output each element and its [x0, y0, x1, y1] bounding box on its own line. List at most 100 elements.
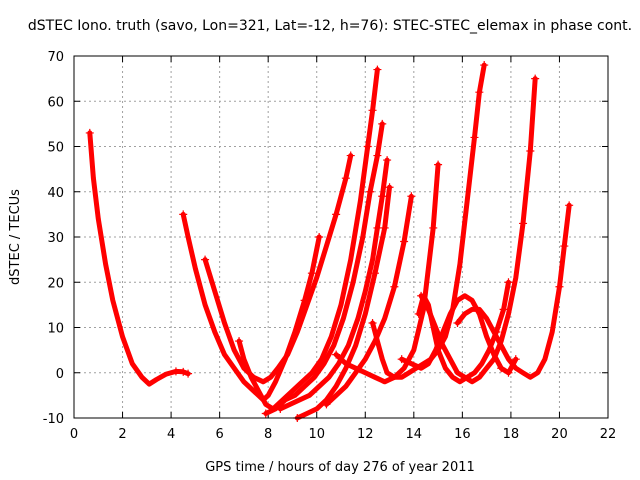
series-1 — [85, 128, 193, 387]
data-point-marker — [531, 74, 540, 83]
data-point-marker — [171, 367, 180, 376]
data-point-marker — [453, 318, 462, 327]
data-point-marker — [276, 404, 285, 413]
series-4 — [235, 65, 382, 412]
data-point-marker — [179, 210, 188, 219]
data-point-marker — [363, 142, 372, 151]
series-13 — [417, 74, 540, 385]
data-point-marker — [235, 337, 244, 346]
data-point-marker — [373, 151, 382, 160]
series-6 — [276, 156, 392, 413]
series-line — [323, 193, 414, 407]
data-point-marker — [366, 187, 375, 196]
data-series — [85, 61, 574, 422]
x-tick-label: 12 — [357, 427, 374, 442]
data-point-marker — [511, 355, 520, 364]
series-line — [455, 202, 572, 380]
data-point-marker — [201, 255, 210, 264]
data-point-marker — [526, 147, 535, 156]
data-point-marker — [368, 106, 377, 115]
x-tick-label: 8 — [264, 427, 272, 442]
series-14 — [453, 201, 574, 380]
data-point-marker — [383, 156, 392, 165]
series-line — [180, 211, 322, 403]
x-tick-label: 20 — [551, 427, 568, 442]
y-tick-label: 40 — [47, 186, 64, 201]
series-line — [399, 293, 519, 376]
data-point-marker — [560, 242, 569, 251]
data-point-marker — [504, 368, 513, 377]
plot-frame — [73, 55, 609, 419]
y-tick-label: -10 — [43, 412, 64, 427]
x-tick-label: 18 — [503, 427, 520, 442]
data-point-marker — [565, 201, 574, 210]
data-point-marker — [341, 174, 350, 183]
x-tick-label: 0 — [70, 427, 78, 442]
y-tick-label: 60 — [47, 95, 64, 110]
x-tick-label: 2 — [118, 427, 126, 442]
data-point-marker — [322, 400, 331, 409]
data-point-marker — [184, 369, 193, 378]
data-point-marker — [261, 409, 270, 418]
data-point-marker — [332, 210, 341, 219]
data-point-marker — [380, 223, 389, 232]
data-point-marker — [370, 269, 379, 278]
series-2 — [179, 210, 324, 403]
data-point-marker — [373, 65, 382, 74]
data-point-marker — [504, 278, 513, 287]
series-3 — [201, 151, 355, 385]
data-point-marker — [346, 151, 355, 160]
series-8 — [322, 192, 416, 409]
data-point-marker — [480, 61, 489, 70]
series-line — [202, 153, 354, 385]
data-point-marker — [385, 183, 394, 192]
x-tick-label: 16 — [454, 427, 471, 442]
x-tick-label: 22 — [600, 427, 617, 442]
chart-title: dSTEC Iono. truth (savo, Lon=321, Lat=-1… — [28, 18, 632, 34]
data-point-marker — [429, 223, 438, 232]
data-point-marker — [373, 223, 382, 232]
x-tick-label: 4 — [167, 427, 175, 442]
x-tick-label: 6 — [215, 427, 223, 442]
data-point-marker — [315, 233, 324, 241]
data-point-marker — [499, 305, 508, 314]
data-point-marker — [368, 318, 377, 327]
series-line — [263, 121, 385, 416]
data-point-marker — [378, 192, 387, 201]
data-point-marker — [470, 133, 479, 142]
y-axis-label: dSTEC / TECUs — [8, 189, 23, 285]
series-11 — [397, 293, 520, 377]
y-tick-label: 0 — [56, 367, 64, 382]
data-point-marker — [397, 355, 406, 364]
series-line — [236, 67, 380, 412]
y-tick-label: 70 — [47, 50, 64, 65]
data-point-marker — [414, 309, 423, 318]
series-line — [294, 184, 392, 421]
data-point-marker — [390, 282, 399, 291]
data-point-marker — [179, 367, 188, 376]
data-point-marker — [332, 350, 341, 359]
series-line — [277, 157, 390, 412]
x-tick-label: 14 — [406, 427, 423, 442]
data-point-marker — [434, 160, 443, 169]
series-5 — [261, 119, 387, 418]
y-tick-label: 50 — [47, 141, 64, 156]
axis-ticks: 0 2 4 6 8 10 12 14 16 18 20 22 -10 0 10 20 30 40 50 60 70 — [43, 50, 617, 442]
y-tick-label: 10 — [47, 322, 64, 337]
data-point-marker — [519, 219, 528, 228]
y-tick-label: 30 — [47, 231, 64, 246]
data-point-marker — [497, 364, 506, 373]
data-point-marker — [400, 237, 409, 246]
data-point-marker — [417, 291, 426, 300]
y-tick-label: 20 — [47, 276, 64, 291]
data-point-marker — [378, 119, 387, 128]
x-axis-label: GPS time / hours of day 276 of year 2011 — [205, 460, 475, 475]
data-point-marker — [555, 282, 564, 291]
data-point-marker — [407, 192, 416, 201]
data-point-marker — [85, 128, 94, 137]
x-tick-label: 10 — [308, 427, 325, 442]
series-line — [418, 76, 538, 385]
data-point-marker — [307, 269, 316, 278]
data-point-marker — [475, 88, 484, 97]
